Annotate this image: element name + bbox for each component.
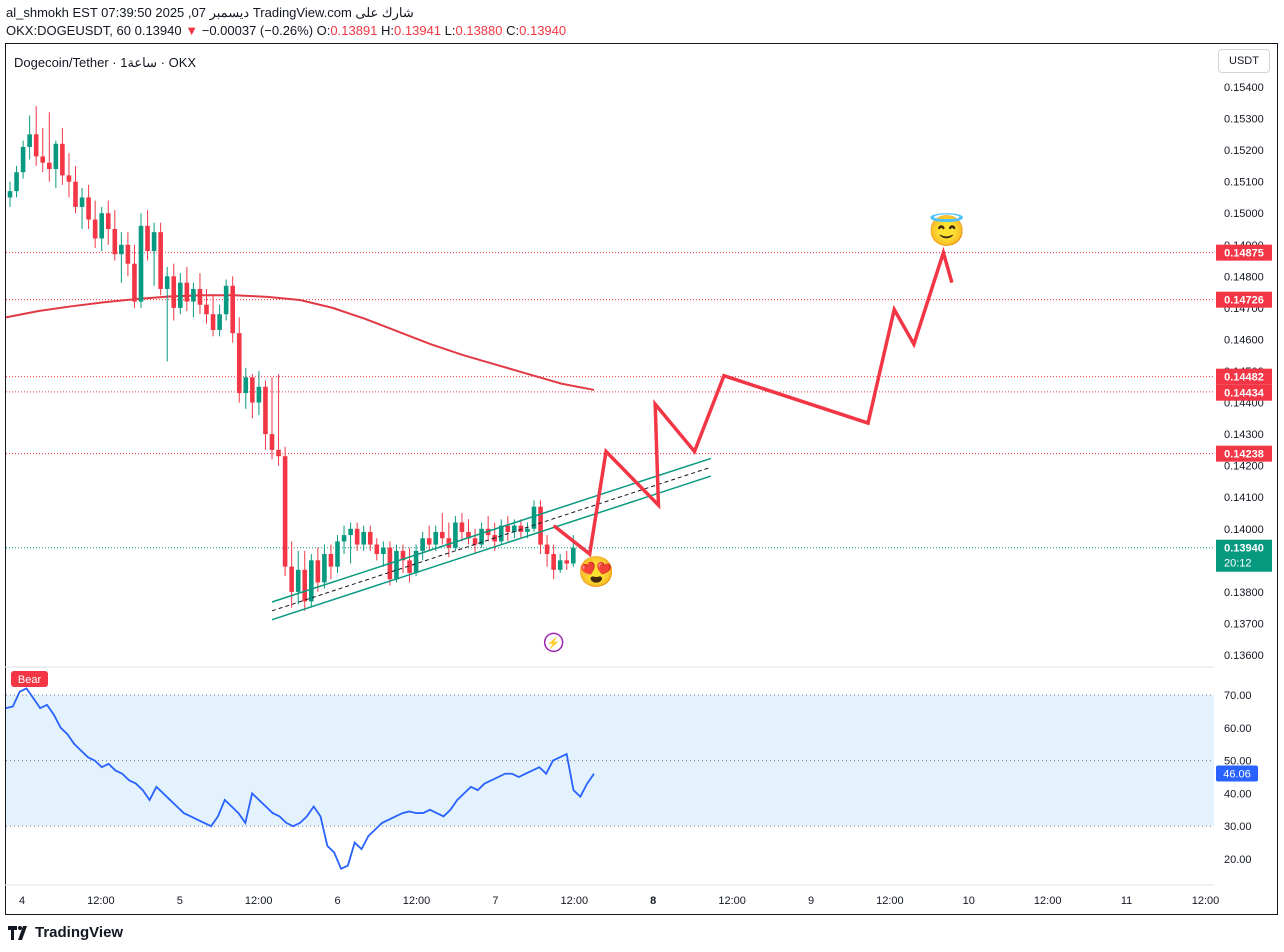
- ohlc-header: OKX:DOGEUSDT, 60 0.13940 ▼ −0.00037 (−0.…: [6, 23, 566, 38]
- tradingview-logo[interactable]: TradingView: [8, 924, 123, 941]
- symbol-label[interactable]: OKX:DOGEUSDT, 60: [6, 23, 131, 38]
- last-price: 0.13940: [134, 23, 182, 38]
- open-value: 0.13891: [330, 23, 378, 38]
- change-value: −0.00037 (−0.26%): [201, 23, 314, 38]
- high-value: 0.13941: [394, 23, 442, 38]
- chart-title: Dogecoin/Tether · 1ساعة · OKX: [14, 55, 197, 70]
- chart-frame: [5, 43, 1278, 915]
- currency-button[interactable]: USDT: [1218, 49, 1270, 73]
- low-value: 0.13880: [455, 23, 503, 38]
- share-header: al_shmokh EST 07:39:50 2025 ,07 ديسمبر T…: [6, 5, 414, 20]
- tradingview-logo-icon: [8, 925, 27, 940]
- open-label: O:: [316, 23, 331, 38]
- brand-name: TradingView: [35, 924, 124, 941]
- high-label: H:: [381, 23, 395, 38]
- low-label: L:: [444, 23, 456, 38]
- change-arrow: ▼: [185, 23, 199, 38]
- close-value: 0.13940: [519, 23, 567, 38]
- close-label: C:: [506, 23, 520, 38]
